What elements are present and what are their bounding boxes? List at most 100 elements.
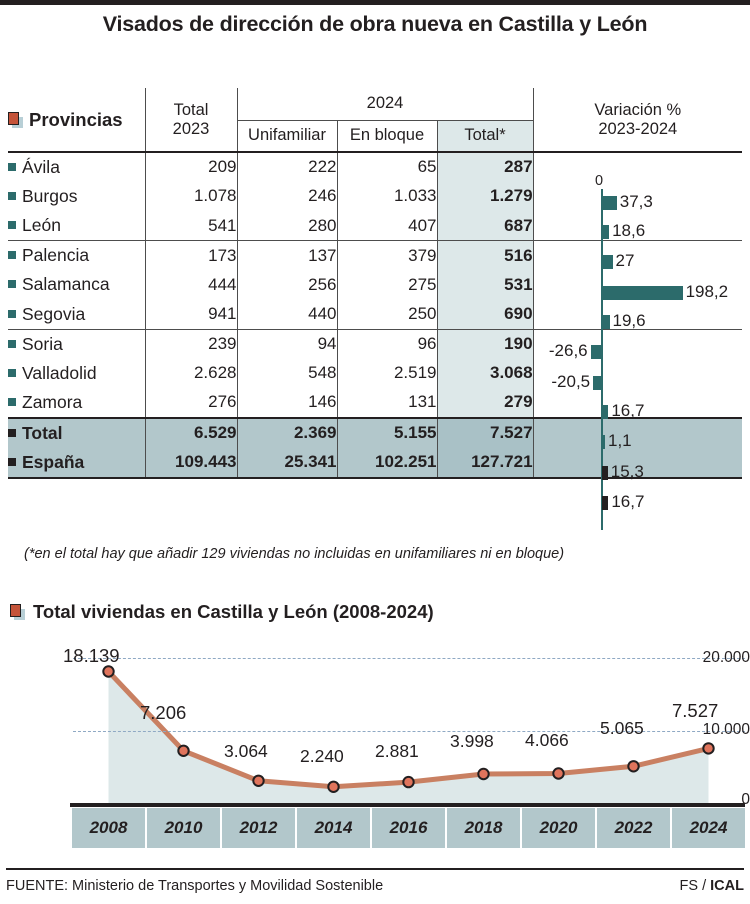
province-name: Zamora <box>22 391 83 412</box>
cell-enbloque: 2.519 <box>336 358 437 388</box>
cell-unifamiliar: 137 <box>236 240 337 270</box>
point-label-2018: 3.998 <box>450 731 494 751</box>
cell-variacion <box>533 182 742 212</box>
line-chart-svg <box>102 665 715 803</box>
table-row: Salamanca 444 256 275 531 <box>8 270 742 300</box>
province-name: Burgos <box>22 185 78 206</box>
cell-enbloque: 65 <box>336 151 437 182</box>
chart-point-2020 <box>552 767 565 780</box>
cell-variacion <box>533 270 742 300</box>
table-row: Burgos 1.078 246 1.033 1.279 <box>8 181 742 212</box>
cell-variacion <box>533 151 743 182</box>
top-rule <box>0 0 750 5</box>
xtick-2010: 2010 <box>147 808 220 848</box>
square-bullet-icon <box>8 309 16 318</box>
square-bullet-icon <box>8 280 16 289</box>
cell-variacion <box>533 447 743 479</box>
xtick-2008: 2008 <box>72 808 145 848</box>
table-row: Valladolid 2.628 548 2.519 3.068 <box>8 358 742 389</box>
cell-total2023: 6.529 <box>144 416 237 448</box>
square-bullet-icon <box>8 251 16 259</box>
cell-enbloque: 275 <box>336 270 437 300</box>
xtick-2022: 2022 <box>597 808 670 848</box>
brick-square-icon <box>10 604 25 620</box>
variation-label: 16,7 <box>611 491 645 511</box>
cell-enbloque: 379 <box>336 240 437 270</box>
table-row: Palencia 173 137 379 516 <box>8 240 743 270</box>
xtick-2012: 2012 <box>222 808 295 848</box>
cell-total2024: 127.721 <box>436 447 534 479</box>
ytick-0: 0 <box>741 791 750 808</box>
square-bullet-icon <box>8 457 16 466</box>
row-label: Total <box>8 416 145 448</box>
row-label: Zamora <box>8 388 145 418</box>
row-label: Burgos <box>8 182 145 212</box>
header-provincias: Provincias <box>8 88 145 152</box>
cell-total2023: 209 <box>144 151 237 182</box>
line-chart: 20.000 10.000 0 2008 2010 2012 2014 <box>0 645 750 848</box>
cell-total2024: 3.068 <box>436 358 534 388</box>
cell-variacion <box>533 211 742 241</box>
gridline-10000 <box>73 730 745 732</box>
cell-enbloque: 102.251 <box>336 447 437 479</box>
cell-variacion <box>533 240 743 270</box>
cell-total2023: 109.443 <box>144 447 237 479</box>
row-label: León <box>8 211 145 241</box>
cell-unifamiliar: 2.369 <box>236 416 337 448</box>
cell-enbloque: 1.033 <box>336 181 437 211</box>
point-label-2022: 5.065 <box>600 718 644 738</box>
row-label: España <box>8 447 145 479</box>
footer-rule <box>6 868 744 870</box>
cell-enbloque: 131 <box>336 388 437 418</box>
xtick-2018: 2018 <box>447 808 520 848</box>
header-provincias-label: Provincias <box>29 108 123 130</box>
province-name: Ávila <box>22 156 60 177</box>
square-bullet-icon <box>8 368 16 377</box>
cell-variacion <box>533 359 742 389</box>
cell-total2023: 444 <box>144 270 237 300</box>
square-bullet-icon <box>8 191 16 200</box>
credit-bold: ICAL <box>710 878 744 894</box>
cell-total2024: 516 <box>436 240 534 270</box>
province-name: Palencia <box>22 245 90 265</box>
point-label-2020: 4.066 <box>525 730 569 750</box>
province-name: León <box>22 215 61 235</box>
provinces-table-wrap: Provincias Total 2023 2024 Variación % 2… <box>8 88 743 479</box>
cell-total2023: 239 <box>144 328 237 359</box>
header-en-bloque: En bloque <box>337 120 438 152</box>
point-label-2008: 18.139 <box>63 645 120 666</box>
point-label-2014: 2.240 <box>300 746 344 766</box>
credit-text: FS / ICAL <box>680 878 744 894</box>
chart-point-2014 <box>327 780 340 794</box>
square-bullet-icon <box>8 397 16 406</box>
square-bullet-icon <box>8 339 16 348</box>
header-total-2023-line1: Total <box>173 100 209 119</box>
province-name: Salamanca <box>22 274 110 295</box>
header-unifamiliar: Unifamiliar <box>236 120 338 152</box>
xtick-2016: 2016 <box>372 808 445 848</box>
cell-total2024: 7.527 <box>436 416 534 448</box>
variation-bar <box>601 495 609 510</box>
table-summary-row: Total 6.529 2.369 5.155 7.527 <box>8 416 743 448</box>
cell-variacion <box>533 388 742 418</box>
cell-total2023: 1.078 <box>144 181 237 211</box>
cell-total2024: 287 <box>436 151 534 182</box>
point-label-2024: 7.527 <box>672 700 719 721</box>
header-total-2023-line2: 2023 <box>172 119 210 138</box>
cell-total2024: 687 <box>436 211 534 241</box>
credit-light: FS / <box>679 878 711 894</box>
cell-total2023: 2.628 <box>144 358 237 388</box>
square-bullet-icon <box>8 221 16 229</box>
cell-total2023: 541 <box>144 211 237 241</box>
cell-total2023: 276 <box>144 388 237 418</box>
chart-point-2022 <box>627 760 640 773</box>
table-header-row-2: Unifamiliar En bloque Total* <box>8 120 742 152</box>
cell-enbloque: 5.155 <box>336 416 437 448</box>
chart-point-2018 <box>477 767 490 781</box>
cell-total2024: 279 <box>436 388 534 418</box>
row-label: Soria <box>8 328 145 359</box>
source-text: FUENTE: Ministerio de Transportes y Movi… <box>6 878 384 894</box>
table-row: Segovia 941 440 250 690 <box>8 299 742 329</box>
table-footnote: (*en el total hay que añadir 129 viviend… <box>24 546 565 562</box>
